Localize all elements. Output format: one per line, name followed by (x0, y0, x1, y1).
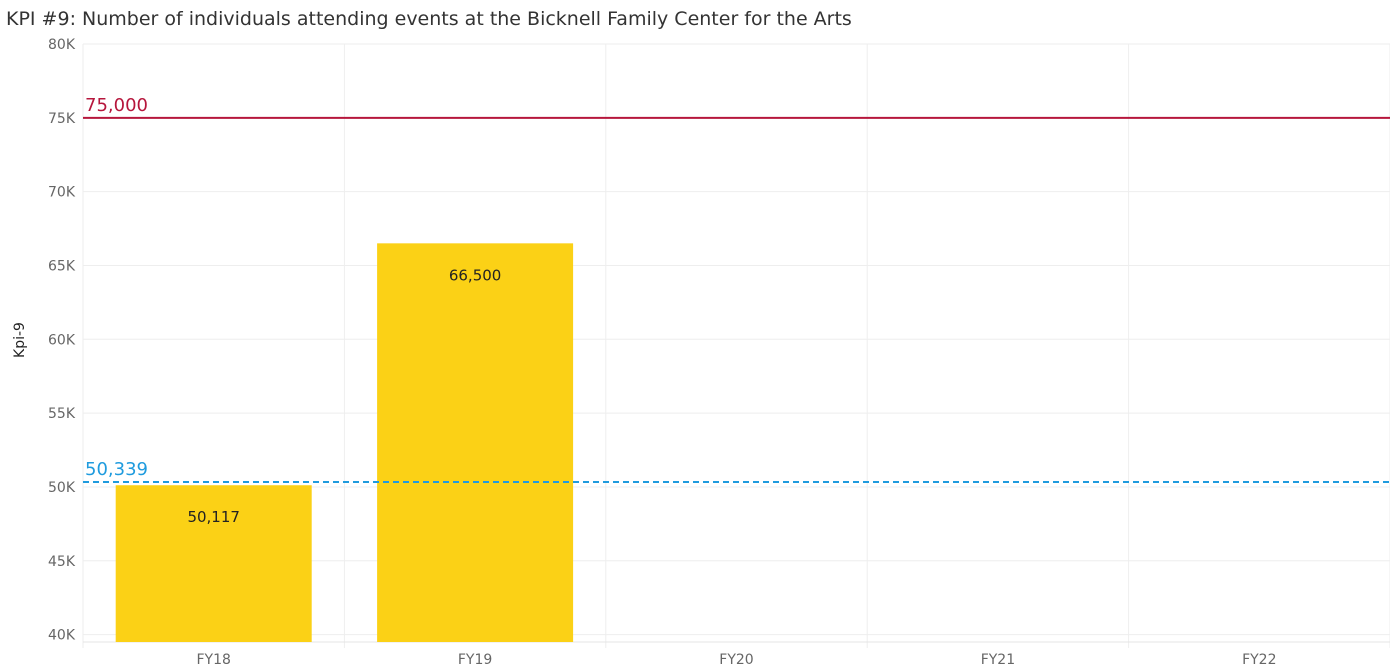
y-tick-label: 80K (48, 37, 76, 53)
x-tick-label: FY21 (981, 652, 1015, 668)
y-axis-label: Kpi-9 (12, 322, 28, 358)
data-label-fy19: 66,500 (449, 266, 502, 284)
y-tick-label: 65K (48, 258, 76, 274)
y-tick-label: 55K (48, 406, 76, 422)
y-tick-label: 60K (48, 332, 76, 348)
y-tick-label: 45K (48, 554, 76, 570)
y-tick-label: 40K (48, 628, 76, 644)
x-tick-label: FY20 (719, 652, 753, 668)
bar-fy18 (115, 485, 312, 642)
x-tick-label: FY19 (458, 652, 492, 668)
x-tick-label: FY22 (1242, 652, 1276, 668)
chart-title: KPI #9: Number of individuals attending … (6, 8, 852, 30)
reference-label-average: 50,339 (85, 459, 148, 480)
data-label-fy18: 50,117 (187, 508, 240, 526)
x-tick-label: FY18 (196, 652, 230, 668)
bar-fy19 (377, 243, 574, 643)
y-tick-label: 70K (48, 185, 76, 201)
reference-label-target: 75,000 (85, 95, 148, 116)
y-tick-label: 75K (48, 111, 76, 127)
y-tick-label: 50K (48, 480, 76, 496)
